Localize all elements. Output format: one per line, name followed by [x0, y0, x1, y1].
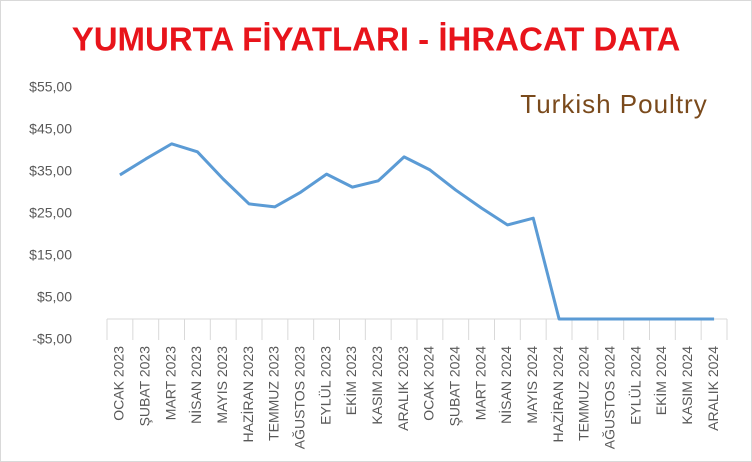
- x-tick-label: MART 2023: [162, 346, 178, 420]
- x-tick-label: ARALIK 2023: [395, 346, 411, 431]
- line-series: [119, 142, 715, 321]
- x-tick-label: EKİM 2023: [342, 346, 359, 415]
- x-tick-label: MAYIS 2024: [524, 346, 540, 424]
- x-tick-label: AĞUSTOS 2024: [601, 346, 617, 449]
- x-tick-label: OCAK 2024: [421, 346, 437, 421]
- x-tick-label: KASIM 2024: [679, 346, 695, 425]
- x-tick-label: NİSAN 2024: [497, 346, 514, 424]
- x-tick-label: AĞUSTOS 2023: [291, 346, 307, 449]
- x-tick-label: KASIM 2023: [369, 346, 385, 425]
- x-tick-label: NİSAN 2023: [187, 346, 204, 424]
- x-tick-label: HAZİRAN 2023: [239, 346, 256, 443]
- x-tick-label: HAZİRAN 2024: [549, 346, 566, 443]
- x-tick-label: MAYIS 2023: [214, 346, 230, 424]
- y-tick-label: -$5,00: [32, 331, 72, 347]
- x-tick-label: TEMMUZ 2024: [576, 346, 592, 441]
- y-tick-label: $55,00: [29, 79, 72, 95]
- y-tick-label: $15,00: [29, 247, 72, 263]
- x-tick-label: ŞUBAT 2023: [136, 346, 152, 427]
- x-tick-label: EKİM 2024: [652, 346, 669, 415]
- x-tick-label: OCAK 2023: [111, 346, 127, 421]
- x-tick-label: EYLÜL 2024: [626, 346, 643, 425]
- x-tick-label: TEMMUZ 2023: [266, 346, 282, 441]
- y-tick-label: $45,00: [29, 121, 72, 137]
- x-tick-label: ŞUBAT 2024: [446, 346, 462, 427]
- x-tick-label: ARALIK 2024: [705, 346, 721, 431]
- y-tick-label: $5,00: [37, 289, 72, 305]
- logo: Turkish Poultry: [520, 89, 707, 119]
- x-tick-label: EYLÜL 2023: [316, 346, 333, 425]
- y-tick-label: $25,00: [29, 205, 72, 221]
- y-tick-label: $35,00: [29, 163, 72, 179]
- x-tick-label: MART 2024: [472, 346, 488, 420]
- chart-title: YUMURTA FİYATLARI - İHRACAT DATA: [72, 21, 681, 58]
